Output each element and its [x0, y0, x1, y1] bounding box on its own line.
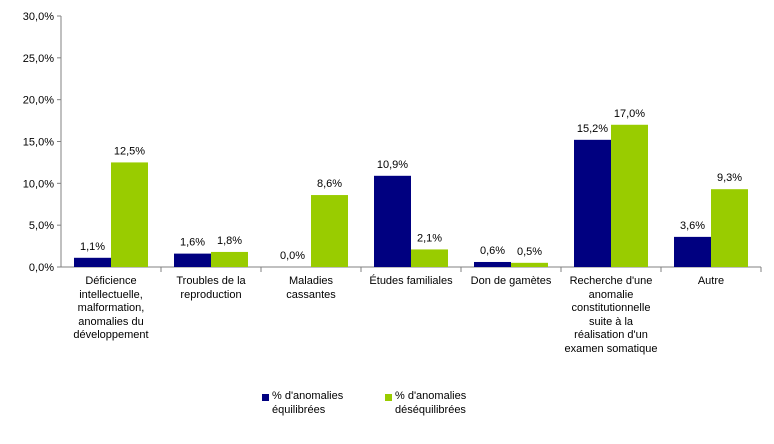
data-label: 0,5%	[517, 246, 542, 258]
y-tick-label: 5,0%	[29, 220, 54, 232]
bar-equilibrees	[674, 236, 711, 267]
x-category-label: Autre	[697, 275, 725, 287]
data-label: 15,2%	[577, 123, 608, 135]
x-category-label: Don de gamètes	[470, 275, 552, 287]
x-category-label: Troubles de la reproduction	[176, 275, 246, 301]
y-tick-label: 20,0%	[23, 95, 54, 107]
data-label: 1,8%	[217, 235, 242, 247]
data-label: 1,6%	[180, 237, 205, 249]
legend-label: % d'anomalies déséquilibrées	[395, 390, 467, 416]
bar-equilibrees	[574, 139, 611, 267]
bar-equilibrees	[174, 253, 211, 267]
x-category-label: Études familiales	[369, 275, 453, 287]
bar-desequilibrees	[311, 195, 348, 267]
bar-desequilibrees	[411, 249, 448, 267]
bar-equilibrees	[474, 261, 511, 267]
bar-desequilibrees	[511, 262, 548, 267]
x-category-label: Maladies cassantes	[286, 275, 336, 301]
bar-desequilibrees	[611, 124, 648, 268]
data-label: 2,1%	[417, 232, 442, 244]
data-label: 0,0%	[280, 250, 305, 262]
data-label: 17,0%	[614, 108, 645, 120]
bar-desequilibrees	[211, 251, 248, 267]
legend-swatch	[385, 394, 392, 401]
y-tick-label: 25,0%	[23, 53, 54, 65]
y-tick-label: 0,0%	[29, 262, 54, 274]
x-category-label: Recherche d'une anomalie constitutionnel…	[564, 275, 658, 355]
data-label: 1,1%	[80, 241, 105, 253]
legend-label: % d'anomalies équilibrées	[272, 390, 344, 416]
y-tick-label: 15,0%	[23, 137, 54, 149]
data-label: 3,6%	[680, 220, 705, 232]
data-label: 8,6%	[317, 178, 342, 190]
data-label: 12,5%	[114, 145, 145, 157]
legend-swatch	[262, 394, 269, 401]
bar-desequilibrees	[111, 162, 148, 267]
x-category-label: Déficience intellectuelle, malformation,…	[73, 275, 149, 341]
bar-equilibrees	[74, 257, 111, 267]
data-label: 9,3%	[717, 172, 742, 184]
bar-desequilibrees	[711, 189, 748, 267]
y-tick-label: 10,0%	[23, 178, 54, 190]
bar-equilibrees	[374, 175, 411, 267]
data-label: 0,6%	[480, 245, 505, 257]
y-tick-label: 30,0%	[23, 11, 54, 23]
data-label: 10,9%	[377, 159, 408, 171]
